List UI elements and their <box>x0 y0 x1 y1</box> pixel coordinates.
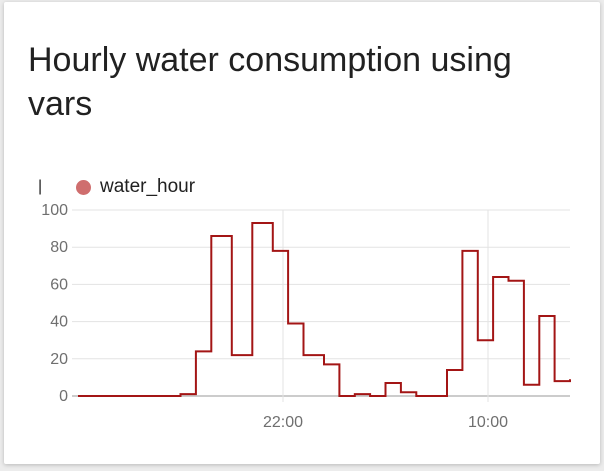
y-tick-label: 60 <box>50 276 68 293</box>
legend-color-dot <box>76 179 91 195</box>
card-title: Hourly water consumption using vars <box>28 41 512 123</box>
x-tick-label: 10:00 <box>468 414 508 431</box>
legend-item-water-hour[interactable]: water_hour <box>76 176 195 198</box>
chart-card: Hourly water consumption using vars | wa… <box>4 2 600 464</box>
x-tick-label: 22:00 <box>263 414 303 431</box>
legend-label: water_hour <box>100 176 196 197</box>
y-axis-unit-label: | <box>38 178 43 195</box>
y-tick-label: 20 <box>50 351 68 368</box>
series-line-water-hour <box>78 222 571 397</box>
y-tick-label: 100 <box>41 202 68 219</box>
y-tick-label: 80 <box>50 239 68 256</box>
line-chart: 0 20 40 60 80 100 22:00 10:00 <box>41 202 571 431</box>
y-tick-label: 0 <box>59 388 68 405</box>
y-tick-label: 40 <box>50 314 68 331</box>
